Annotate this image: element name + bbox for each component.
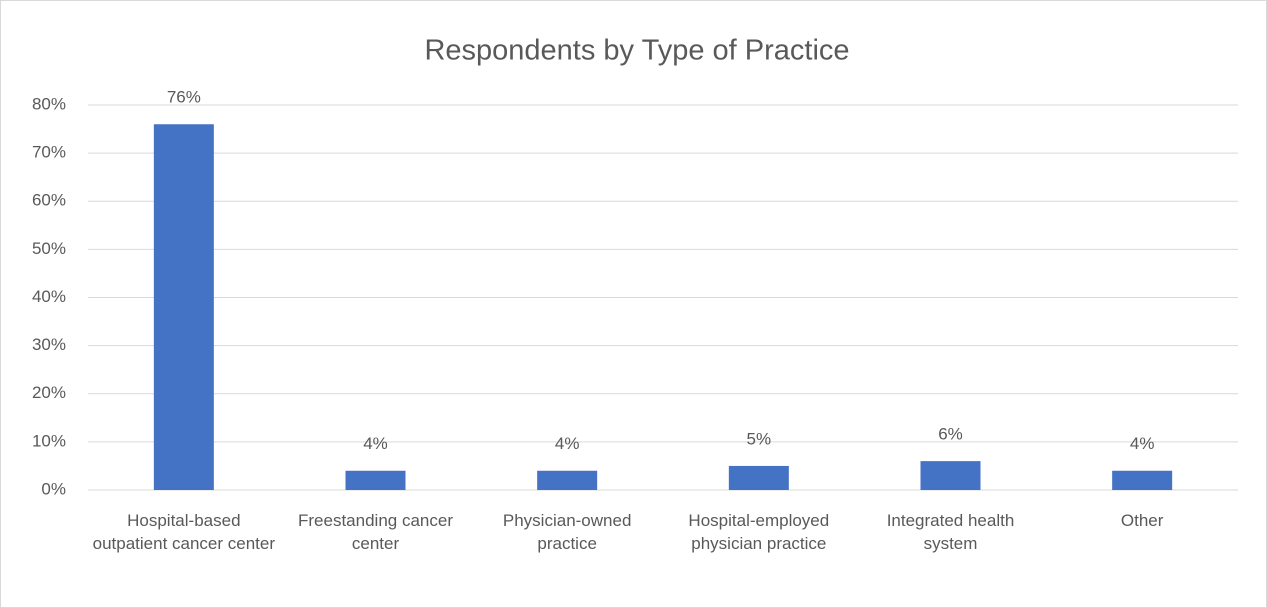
data-label: 4%: [1130, 434, 1155, 453]
y-tick-label: 50%: [32, 239, 66, 258]
x-tick-label: Physician-owned practice: [502, 511, 632, 553]
data-label: 5%: [747, 429, 772, 448]
y-tick-label: 0%: [41, 479, 66, 498]
bar: [728, 465, 789, 490]
y-tick-label: 70%: [32, 143, 66, 162]
bar: [153, 124, 214, 490]
x-tick-label: Other: [1120, 511, 1164, 530]
x-tick-label: Integrated health system: [886, 511, 1015, 553]
y-tick-label: 30%: [32, 335, 66, 354]
bar: [537, 470, 598, 490]
data-label: 4%: [555, 434, 580, 453]
y-tick-label: 80%: [32, 94, 66, 113]
x-tick-label: Freestanding cancer center: [298, 511, 453, 553]
y-tick-label: 60%: [32, 191, 66, 210]
data-label: 76%: [167, 88, 201, 107]
bar: [345, 470, 406, 490]
x-tick-label: Hospital-based outpatient cancer center: [92, 511, 276, 553]
chart-title: Respondents by Type of Practice: [424, 35, 849, 67]
y-tick-label: 40%: [32, 287, 66, 306]
bar: [1112, 470, 1173, 490]
data-label: 6%: [938, 425, 963, 444]
data-label: 4%: [363, 434, 388, 453]
y-tick-label: 10%: [32, 431, 66, 450]
bar: [920, 461, 981, 490]
x-tick-label: Hospital-employed physician practice: [688, 511, 830, 553]
y-tick-label: 20%: [32, 383, 66, 402]
